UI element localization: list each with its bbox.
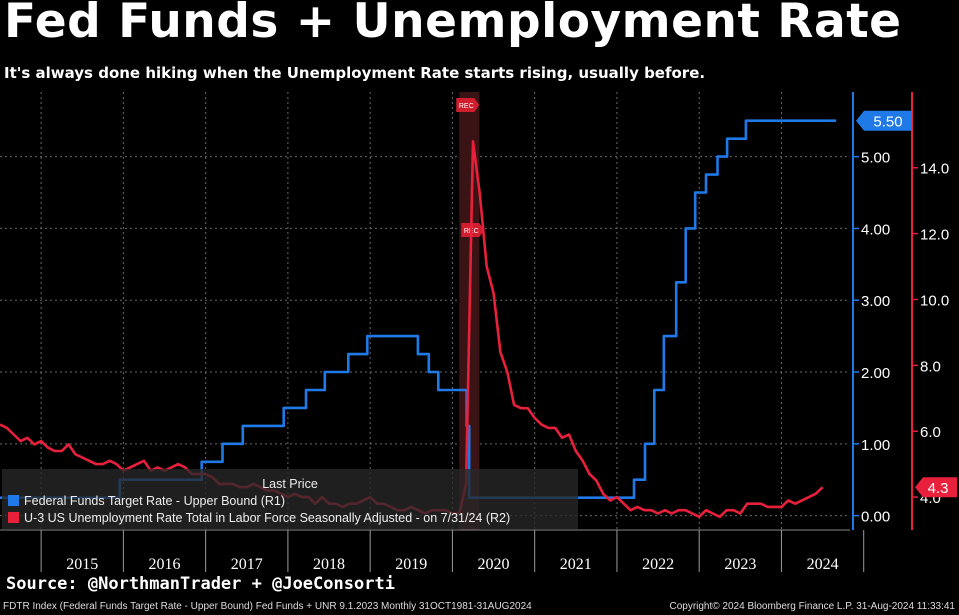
legend-label: Federal Funds Target Rate - Upper Bound … — [24, 494, 286, 508]
axis-r1-tick-label: 4.00 — [861, 221, 890, 238]
axis-r1-tick-label: 1.00 — [861, 437, 890, 454]
axis-r2: 4.06.08.010.012.014.0 — [911, 92, 949, 530]
legend-swatch-red — [8, 512, 19, 523]
x-tick-label: 2016 — [149, 556, 181, 573]
legend: Last Price Federal Funds Target Rate - U… — [2, 469, 578, 529]
recession-flag — [456, 98, 480, 112]
x-tick-label: 2023 — [724, 556, 756, 573]
series-line-fed-funds — [0, 119, 837, 499]
legend-title: Last Price — [262, 477, 318, 491]
x-tick-label: 2021 — [560, 556, 592, 573]
chart-title: Fed Funds + Unemployment Rate — [4, 0, 902, 49]
axis-r2-tick-label: 10.0 — [920, 292, 949, 309]
axis-r1-tick-label: 2.00 — [861, 365, 890, 382]
x-tick-label: 2015 — [66, 556, 98, 573]
last-price-value-r1: 5.50 — [873, 114, 902, 131]
axis-r1: 0.00 1.00 2.00 3.00 4.00 5.00 — [852, 92, 890, 530]
footer-right: Copyright© 2024 Bloomberg Finance L.P. 3… — [669, 601, 955, 612]
chart-subtitle: It's always done hiking when the Unemplo… — [4, 64, 706, 82]
axis-r2-tick-label: 14.0 — [920, 161, 949, 178]
axis-r1-tick-label: 3.00 — [861, 293, 890, 310]
source-credit: Source: @NorthmanTrader + @JoeConsorti — [6, 574, 395, 594]
x-tick-label: 2018 — [313, 556, 345, 573]
x-tick-label: 2020 — [478, 556, 510, 573]
footer: FDTR Index (Federal Funds Target Rate - … — [0, 600, 959, 615]
x-tick-label: 2019 — [395, 556, 427, 573]
x-tick-label: 2022 — [642, 556, 674, 573]
legend-entry-unemployment: U-3 US Unemployment Rate Total in Labor … — [8, 511, 510, 525]
x-tick-label: 2017 — [231, 556, 263, 573]
axis-r1-tick-label: 0.00 — [861, 509, 890, 526]
recession-marker: REC — [456, 98, 480, 112]
x-tick-label: 2024 — [807, 556, 839, 573]
series-lines — [0, 119, 837, 519]
axis-r2-tick-label: 8.0 — [920, 358, 941, 375]
last-price-value-r2: 4.3 — [928, 480, 949, 497]
axis-r2-tick-label: 6.0 — [920, 424, 941, 441]
legend-label: U-3 US Unemployment Rate Total in Labor … — [24, 511, 511, 525]
footer-left: FDTR Index (Federal Funds Target Rate - … — [3, 601, 532, 612]
last-price-badges: 5.50 4.3 — [856, 110, 957, 498]
axis-r1-tick-label: 5.00 — [861, 150, 890, 167]
x-axis: 2015 2016 2017 2018 2019 2020 2021 2022 2023 2024 — [0, 529, 865, 573]
legend-entry-fed-funds: Federal Funds Target Rate - Upper Bound … — [8, 494, 285, 508]
legend-swatch-blue — [8, 495, 19, 506]
recession-marker: REC — [461, 223, 485, 237]
axis-r2-tick-label: 12.0 — [920, 227, 949, 244]
last-price-badge-r2 — [915, 477, 957, 498]
recession-label: REC — [459, 103, 474, 110]
recession-flag — [461, 223, 485, 237]
last-price-badge-r1 — [856, 110, 912, 131]
